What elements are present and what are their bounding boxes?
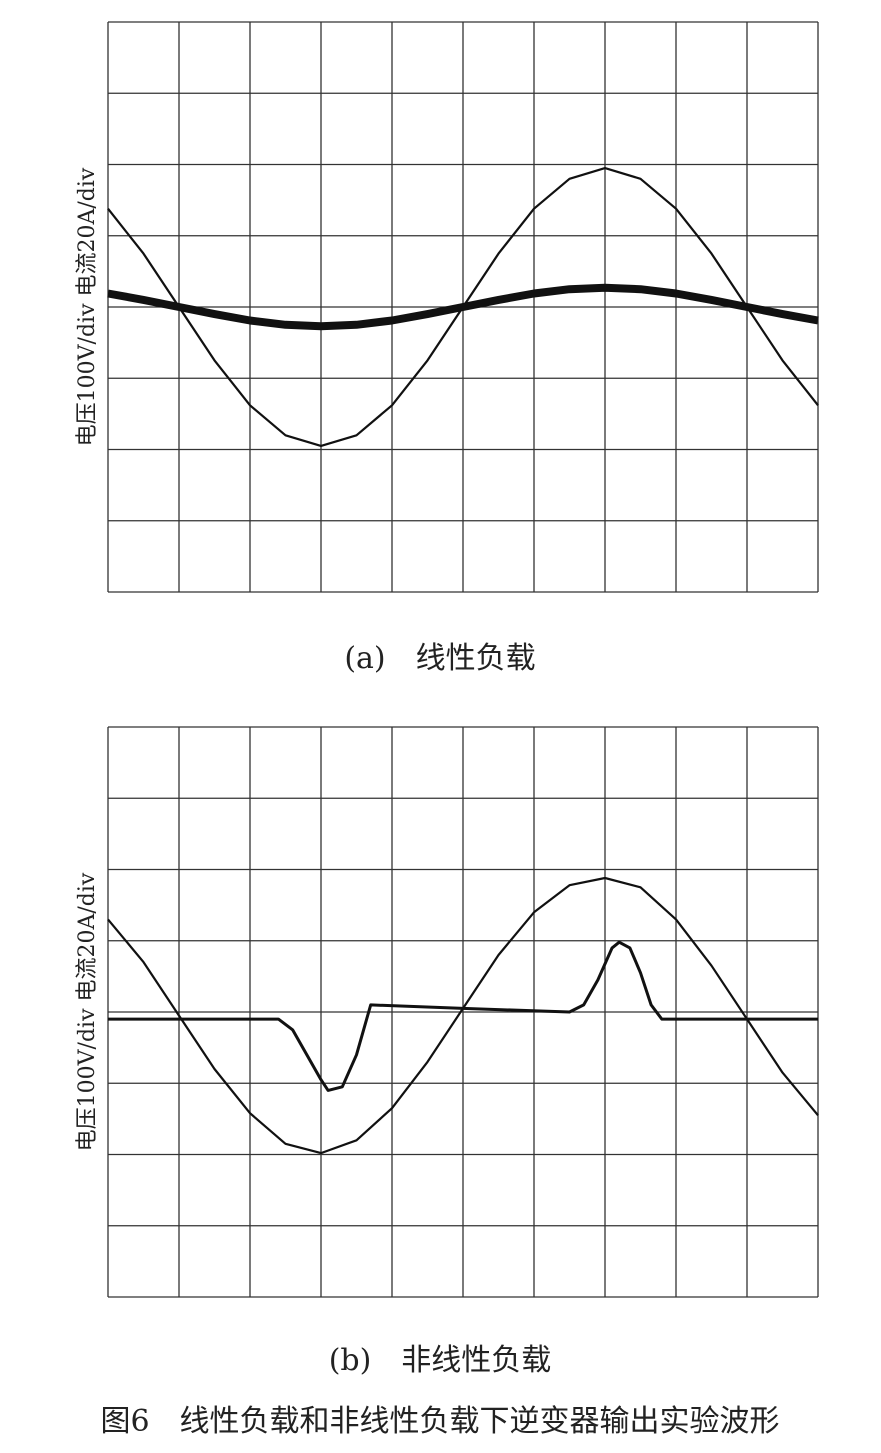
chart: 电压100V/div 电流20A/div (b) 非线性负载 bbox=[75, 726, 819, 1378]
y-axis-label: 电压100V/div 电流20A/div bbox=[75, 167, 100, 446]
y-axis-label: 电压100V/div 电流20A/div bbox=[75, 872, 100, 1151]
figure-caption: 图6 线性负载和非线性负载下逆变器输出实验波形 bbox=[100, 1404, 779, 1439]
chart-caption: (a) 线性负载 bbox=[344, 641, 535, 676]
waveform bbox=[107, 283, 819, 331]
chart: 电压100V/div 电流20A/div (a) 线性负载 bbox=[75, 21, 819, 676]
waveform bbox=[108, 940, 818, 1092]
chart-caption: (b) 非线性负载 bbox=[329, 1343, 552, 1378]
